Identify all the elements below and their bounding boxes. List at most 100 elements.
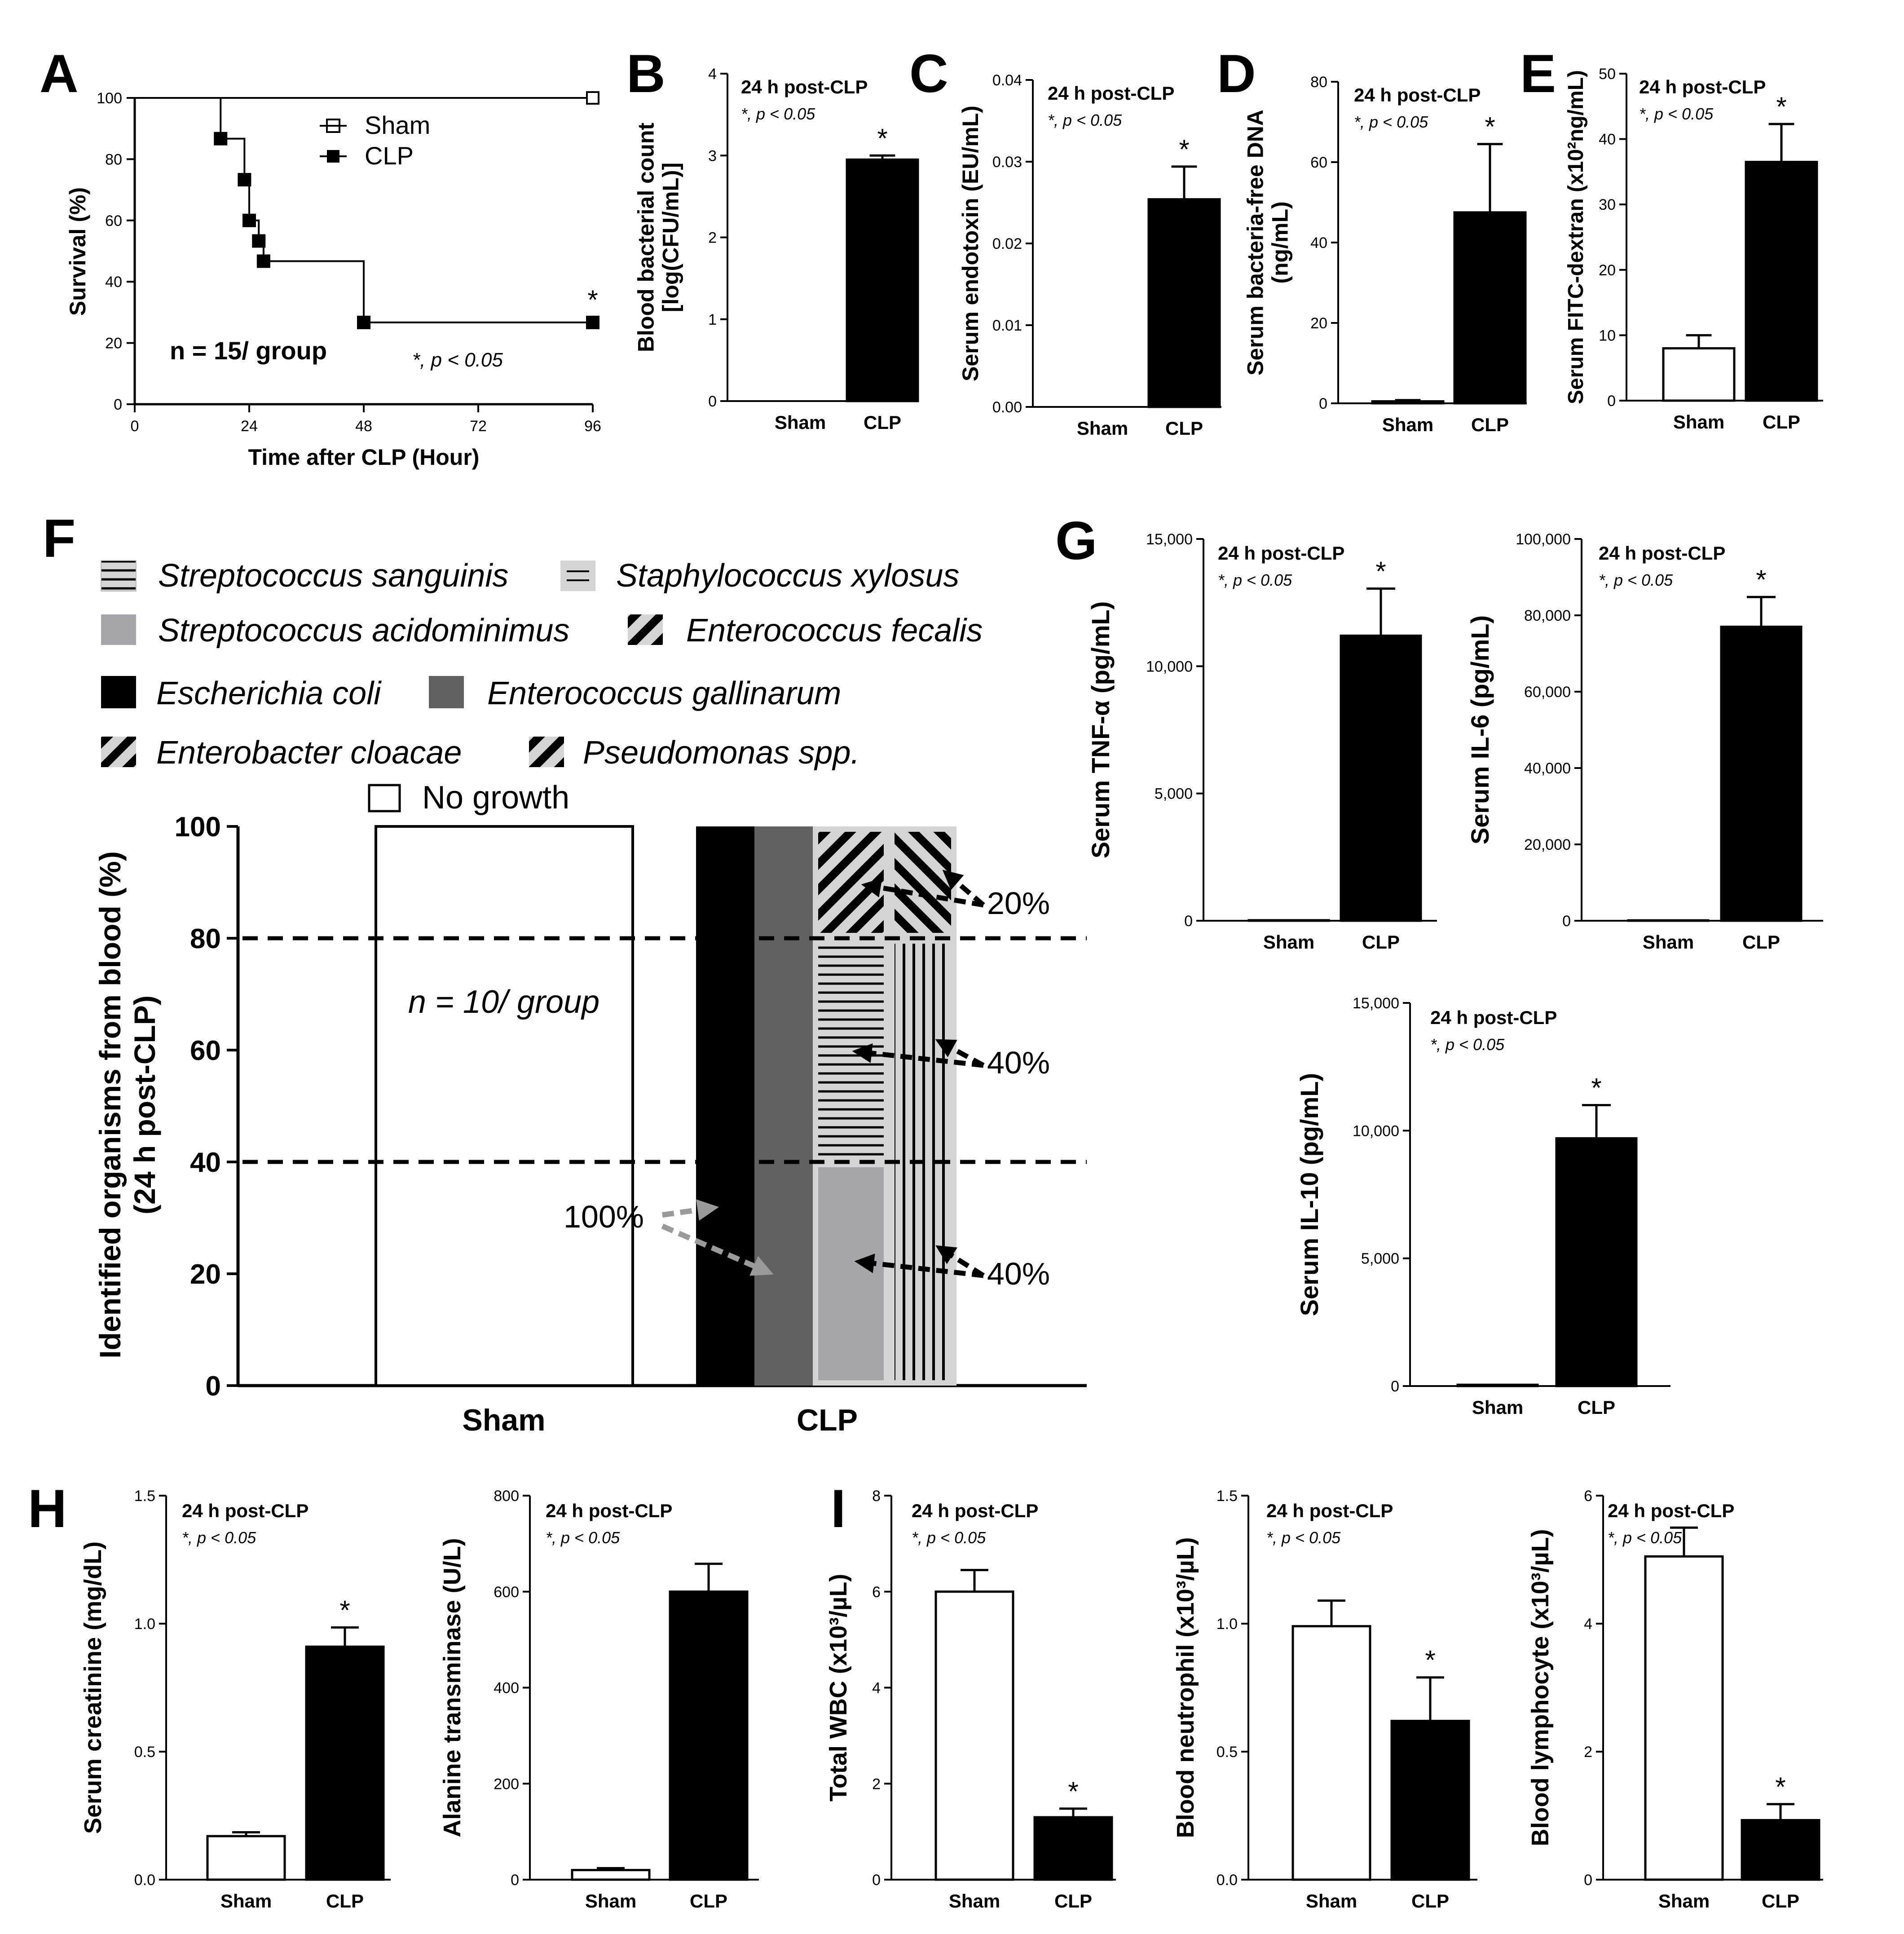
panel-g-il10: 0 5,000 10,000 15,000 Sham * CLP 24 h post-CLP *…	[1295, 995, 1670, 1418]
significance-star: *	[1068, 1776, 1078, 1806]
y-tick-label: 600	[494, 1584, 519, 1601]
bar-clp	[1741, 1819, 1820, 1881]
significance-star: *	[1375, 556, 1386, 587]
panel-a-star: *	[587, 285, 598, 315]
significance-star: *	[1425, 1645, 1435, 1675]
y-axis-label: Blood lymphocyte (x10³/µL)	[1527, 1529, 1554, 1846]
y-tick-label: 0.0	[134, 1872, 155, 1889]
bar-clp	[1390, 1720, 1470, 1881]
y-tick-label: 0	[1319, 395, 1327, 412]
panel-f-category-sham: Sham	[462, 1403, 545, 1437]
panel-subtitle: 24 h post-CLP	[1599, 543, 1725, 564]
panel-f-y-label-line-2: (24 h post-CLP)	[128, 995, 161, 1214]
category-label-sham: Sham	[1673, 411, 1724, 433]
panel-a-y-label: Survival (%)	[65, 187, 90, 316]
survival-marker-clp	[256, 254, 270, 268]
y-tick-label: 100,000	[1516, 531, 1571, 548]
y-tick-label: 0.02	[992, 235, 1022, 252]
y-tick-label: 10,000	[1146, 658, 1193, 675]
y-tick-label: 0.00	[992, 399, 1022, 416]
panel-f-y-label-line-1: Identified organisms from blood (%)	[93, 851, 127, 1358]
legend-sham-label: Sham	[365, 111, 430, 139]
y-axis-label: Serum creatinine (mg/dL)	[79, 1541, 106, 1834]
panel-label-c: C	[909, 44, 948, 104]
p-value-note: *, p < 0.05	[1599, 571, 1673, 589]
panel-subtitle: 24 h post-CLP	[546, 1500, 672, 1521]
y-tick-label: 20	[105, 335, 122, 352]
survival-marker-clp	[238, 173, 251, 187]
panel-a-series	[135, 91, 599, 329]
bar-sham	[1627, 919, 1710, 922]
significance-star: *	[877, 123, 887, 153]
arrow-40pct-upper-right	[935, 1039, 985, 1068]
y-tick-label: 2	[1584, 1744, 1592, 1761]
significance-star: *	[1775, 1772, 1785, 1802]
y-tick-label: 400	[494, 1680, 519, 1697]
y-tick-label: 0	[1584, 1872, 1592, 1889]
p-value-note: *, p < 0.05	[1218, 571, 1292, 589]
bar-sham	[1247, 919, 1330, 922]
panel-b: 0 1 2 3 4 Sham * CLP 24 h post-CLP *, p < 0.05 Blo…	[634, 66, 919, 433]
p-value-note: *, p < 0.05	[1430, 1035, 1505, 1054]
y-tick-label: 15,000	[1146, 531, 1193, 548]
panel-f-bars	[375, 825, 956, 1387]
significance-star: *	[1485, 112, 1495, 142]
significance-star: *	[1591, 1073, 1601, 1103]
y-tick-label: 0.03	[992, 154, 1022, 171]
panel-f: Streptococcus sanguinis Staphylococcus x…	[93, 558, 1087, 1437]
survival-marker-clp	[586, 315, 599, 329]
panel-a-pvalue: *, p < 0.05	[412, 349, 503, 371]
survival-marker-clp	[214, 132, 228, 146]
legend-clp-label: CLP	[365, 141, 414, 170]
panel-subtitle: 24 h post-CLP	[1266, 1500, 1393, 1521]
y-tick-label: 0.5	[1216, 1744, 1238, 1761]
y-axis-label: Blood neutrophil (x10³/µL)	[1172, 1537, 1199, 1838]
panel-i-neutrophil: 0.0 0.5 1.0 1.5 Sham * CLP 24 h post-CLP *, p < …	[1172, 1488, 1477, 1912]
panel-subtitle: 24 h post-CLP	[912, 1500, 1038, 1521]
bar-sham	[571, 1869, 651, 1881]
significance-star: *	[1776, 92, 1786, 122]
legend-swatch-e-gallinarum	[429, 676, 464, 708]
panel-subtitle: 24 h post-CLP	[1048, 83, 1174, 104]
bar-clp	[669, 1590, 749, 1881]
category-label-clp: CLP	[1578, 1397, 1615, 1418]
panel-label-d: D	[1217, 44, 1256, 104]
panel-subtitle: 24 h post-CLP	[741, 76, 868, 97]
clp-segment-streptococcus-acidominimus	[818, 1167, 884, 1380]
y-tick-label: 3	[708, 147, 717, 164]
y-tick-label: 20	[1310, 315, 1327, 332]
y-tick-label: 40,000	[1524, 760, 1571, 777]
clp-segment-streptococcus-sanguinis	[818, 944, 884, 1157]
p-value-note: *, p < 0.05	[1354, 113, 1428, 131]
clp-segment-enterococcus-fecalis	[818, 832, 884, 933]
category-label-sham: Sham	[1658, 1890, 1710, 1912]
category-label-clp: CLP	[864, 412, 901, 433]
y-tick-label: 1.5	[134, 1488, 155, 1505]
y-tick-label: 40	[1599, 131, 1616, 148]
panel-d: 0 20 40 60 80 Sham * CLP 24 h post-CLP *, p < 0.0…	[1243, 74, 1527, 435]
y-tick-label: 6	[872, 1584, 881, 1601]
x-tick-label: 48	[355, 418, 372, 435]
y-tick-label: 4	[872, 1680, 881, 1697]
y-tick-label: 60	[1310, 154, 1327, 171]
y-axis-label: Serum IL-10 (pg/mL)	[1295, 1073, 1323, 1316]
y-tick-label: 30	[1599, 196, 1616, 213]
clp-segment-escherichia-coli	[696, 826, 754, 1386]
panel-a-n-note: n = 15/ group	[170, 336, 327, 365]
panel-f-annotations: 100% 20% 40% 40%	[564, 870, 1050, 1291]
p-value-note: *, p < 0.05	[1608, 1528, 1682, 1547]
y-axis-label: Serum bacteria-free DNA	[1243, 110, 1268, 375]
y-tick-label: 4	[708, 66, 717, 83]
y-tick-label: 800	[494, 1488, 519, 1505]
survival-marker-sham	[586, 91, 599, 105]
p-value-note: *, p < 0.05	[182, 1528, 256, 1547]
bar-sham	[1291, 1625, 1371, 1881]
survival-marker-clp	[252, 234, 266, 248]
category-label-sham: Sham	[220, 1890, 272, 1912]
p-value-note: *, p < 0.05	[741, 105, 815, 123]
y-tick-label: 1.0	[134, 1616, 155, 1633]
arrow-20pct-right	[942, 870, 985, 907]
y-tick-label: 0	[1607, 393, 1616, 410]
y-tick-label: 20	[190, 1259, 221, 1290]
p-value-note: *, p < 0.05	[1639, 105, 1714, 123]
